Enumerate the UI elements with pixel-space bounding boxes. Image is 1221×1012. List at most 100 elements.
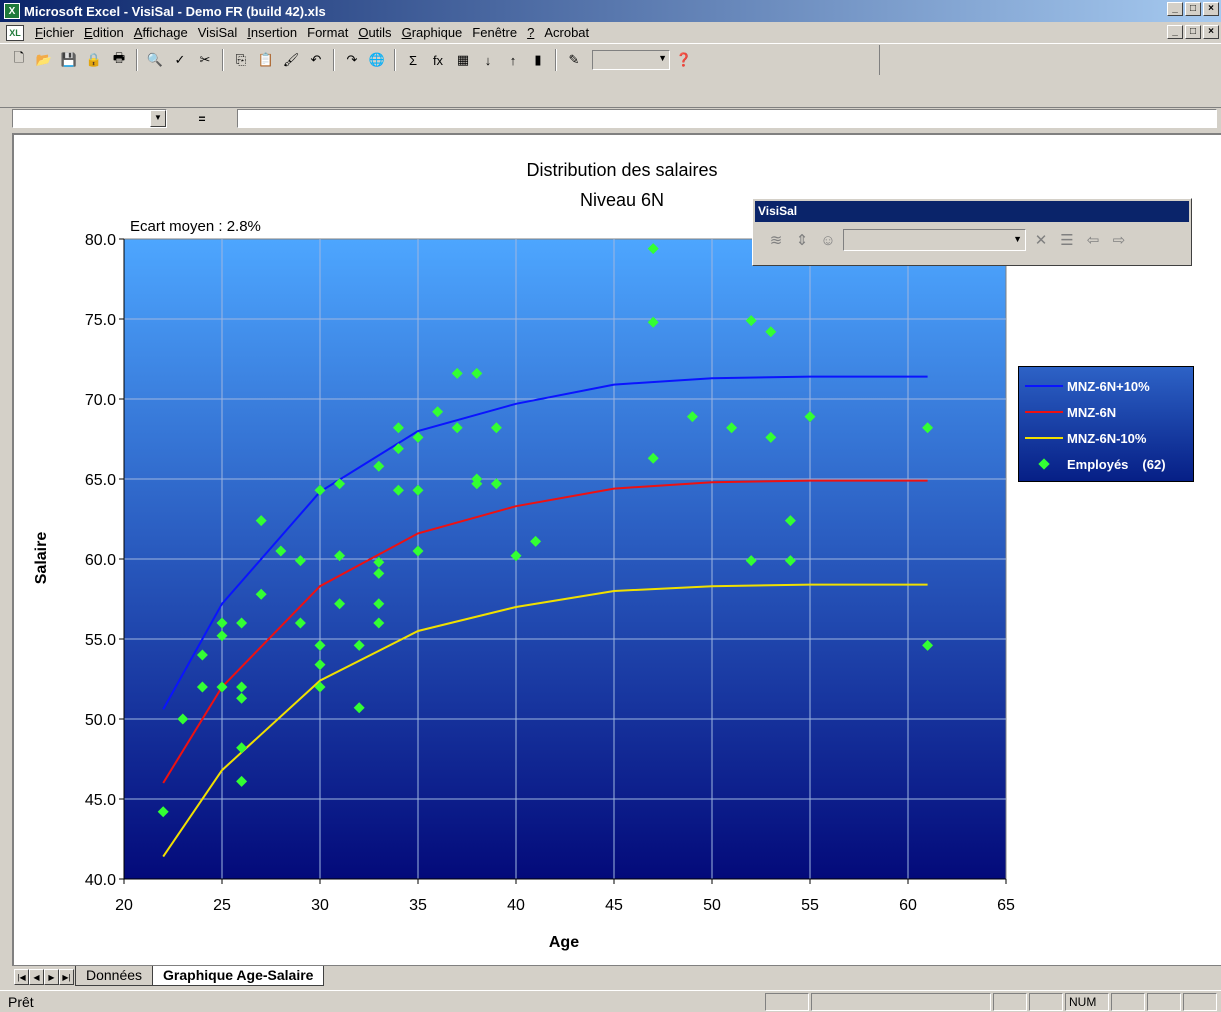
chart-wizard-icon[interactable]: ▦: [456, 52, 470, 67]
doc-close-button[interactable]: ×: [1203, 25, 1219, 39]
status-cell: [1111, 993, 1145, 1011]
menu-item-7[interactable]: Graphique: [397, 23, 468, 42]
formula-equals[interactable]: =: [198, 111, 206, 126]
y-tick-label: 45.0: [85, 792, 116, 809]
prev-sheet-icon[interactable]: ◀: [29, 969, 44, 985]
data-point: [432, 406, 444, 418]
paste-icon[interactable]: 📋: [257, 52, 275, 67]
legend-entry: MNZ-6N+10%: [1025, 373, 1187, 399]
sheet-tabs-bar: |◀ ◀ ▶ ▶| Données Graphique Age-Salaire: [12, 965, 1221, 989]
scatter-chart[interactable]: Distribution des salaires Niveau 6N Ecar…: [14, 135, 1221, 965]
adjust-icon[interactable]: ⇕: [795, 232, 809, 249]
print-preview-icon[interactable]: 🔍: [146, 52, 164, 67]
arrow-left-icon[interactable]: ⇦: [1086, 232, 1100, 249]
spelling-icon[interactable]: ✓: [174, 52, 186, 67]
menu-item-mnemonic: I: [247, 25, 251, 40]
arrow-right-icon[interactable]: ⇨: [1112, 232, 1126, 249]
redo-icon[interactable]: ↷: [346, 52, 358, 67]
data-point: [765, 326, 777, 338]
menu-bar: XL Fichier Edition Affichage VisiSal Inserti…: [0, 22, 1221, 44]
chart-icon[interactable]: ▮: [534, 52, 542, 67]
data-point: [373, 556, 385, 568]
zoom-combo[interactable]: ▼: [592, 50, 670, 70]
properties-icon[interactable]: ☰: [1060, 232, 1074, 249]
menu-item-1[interactable]: Edition: [79, 23, 129, 42]
close-button[interactable]: ×: [1203, 2, 1219, 16]
menu-item-label: ffichage: [142, 25, 188, 40]
chevron-down-icon[interactable]: ▼: [150, 110, 166, 127]
print-icon[interactable]: 🖶: [112, 50, 126, 65]
function-icon[interactable]: fx: [432, 52, 444, 68]
data-point: [922, 422, 934, 434]
save-icon[interactable]: 💾: [60, 52, 78, 67]
delete-icon[interactable]: ✕: [1034, 232, 1048, 249]
visisal-combo[interactable]: ▼: [843, 229, 1026, 251]
new-icon[interactable]: 🗋: [13, 50, 25, 65]
data-point: [412, 545, 424, 557]
sort-asc-icon[interactable]: ↓: [484, 52, 492, 68]
doc-restore-button[interactable]: □: [1185, 25, 1201, 39]
menu-item-10[interactable]: Acrobat: [539, 23, 594, 42]
visisal-title[interactable]: VisiSal: [755, 201, 1189, 222]
series-line-1: [162, 479, 928, 784]
help-icon[interactable]: ❓: [675, 52, 693, 67]
workbook-icon[interactable]: XL: [6, 24, 24, 41]
sheet-tab-1[interactable]: Graphique Age-Salaire: [152, 966, 325, 986]
data-point: [471, 478, 483, 490]
hyperlink-icon[interactable]: 🌐: [368, 52, 386, 67]
next-sheet-icon[interactable]: ▶: [44, 969, 59, 985]
undo-icon[interactable]: ↶: [310, 52, 322, 67]
minimize-button[interactable]: _: [1167, 2, 1183, 16]
menu-item-8[interactable]: Fenêtre: [467, 23, 522, 42]
name-box[interactable]: ▼: [12, 109, 167, 128]
excel-app-icon[interactable]: X: [4, 3, 20, 19]
copy-icon[interactable]: ⎘: [235, 52, 247, 67]
data-point: [373, 460, 385, 472]
chart-sheet[interactable]: Distribution des salaires Niveau 6N Ecar…: [12, 133, 1221, 965]
menu-item-2[interactable]: Affichage: [129, 23, 193, 42]
data-point: [255, 588, 267, 600]
open-icon[interactable]: 📂: [35, 52, 53, 67]
data-point: [334, 550, 346, 562]
autosum-icon[interactable]: Σ: [408, 52, 418, 68]
menu-item-mnemonic: A: [133, 25, 143, 40]
menu-item-0[interactable]: Fichier: [30, 23, 79, 42]
permission-icon[interactable]: 🔒: [85, 52, 103, 67]
person-icon[interactable]: ☺: [820, 231, 836, 249]
format-painter-icon[interactable]: 🖌: [282, 52, 300, 67]
maximize-button[interactable]: □: [1185, 2, 1201, 16]
sort-desc-icon[interactable]: ↑: [509, 52, 517, 68]
toolbar-separator: [555, 49, 557, 71]
formula-input[interactable]: [237, 109, 1217, 128]
status-cell: [811, 993, 991, 1011]
sheet-tab-0[interactable]: Données: [75, 966, 154, 986]
x-tick-label: 30: [311, 897, 329, 914]
legend-entry: MNZ-6N-10%: [1025, 425, 1187, 451]
last-sheet-icon[interactable]: ▶|: [59, 969, 74, 985]
x-tick-label: 55: [801, 897, 819, 914]
menu-item-5[interactable]: Format: [302, 23, 353, 42]
menu-item-mnemonic: F: [35, 25, 43, 40]
data-point: [392, 422, 404, 434]
menu-item-6[interactable]: Outils: [353, 23, 396, 42]
legend-label: Employés: [1067, 456, 1129, 472]
menu-item-4[interactable]: Insertion: [242, 23, 302, 42]
curves-icon[interactable]: ≋: [769, 232, 783, 249]
data-point: [745, 555, 757, 567]
menu-item-9[interactable]: ?: [522, 23, 539, 42]
chart-legend[interactable]: MNZ-6N+10% MNZ-6N MNZ-6N-10% Employés (62): [1018, 366, 1194, 482]
first-sheet-icon[interactable]: |◀: [14, 969, 29, 985]
data-point: [294, 617, 306, 629]
legend-swatch: [1025, 379, 1063, 393]
menu-item-3[interactable]: VisiSal: [193, 23, 243, 42]
cut-icon[interactable]: ✂: [199, 52, 211, 67]
y-tick-label: 40.0: [85, 872, 116, 889]
data-point: [784, 515, 796, 527]
window-title: Microsoft Excel - VisiSal - Demo FR (bui…: [24, 3, 326, 19]
y-tick-label: 65.0: [85, 472, 116, 489]
toolbar-separator: [222, 49, 224, 71]
visisal-toolbar: VisiSal ≋ ⇕ ☺ ▼ ✕ ☰ ⇦ ⇨: [752, 198, 1192, 266]
doc-minimize-button[interactable]: _: [1167, 25, 1183, 39]
drawing-icon[interactable]: ✎: [568, 52, 580, 67]
data-point: [373, 617, 385, 629]
